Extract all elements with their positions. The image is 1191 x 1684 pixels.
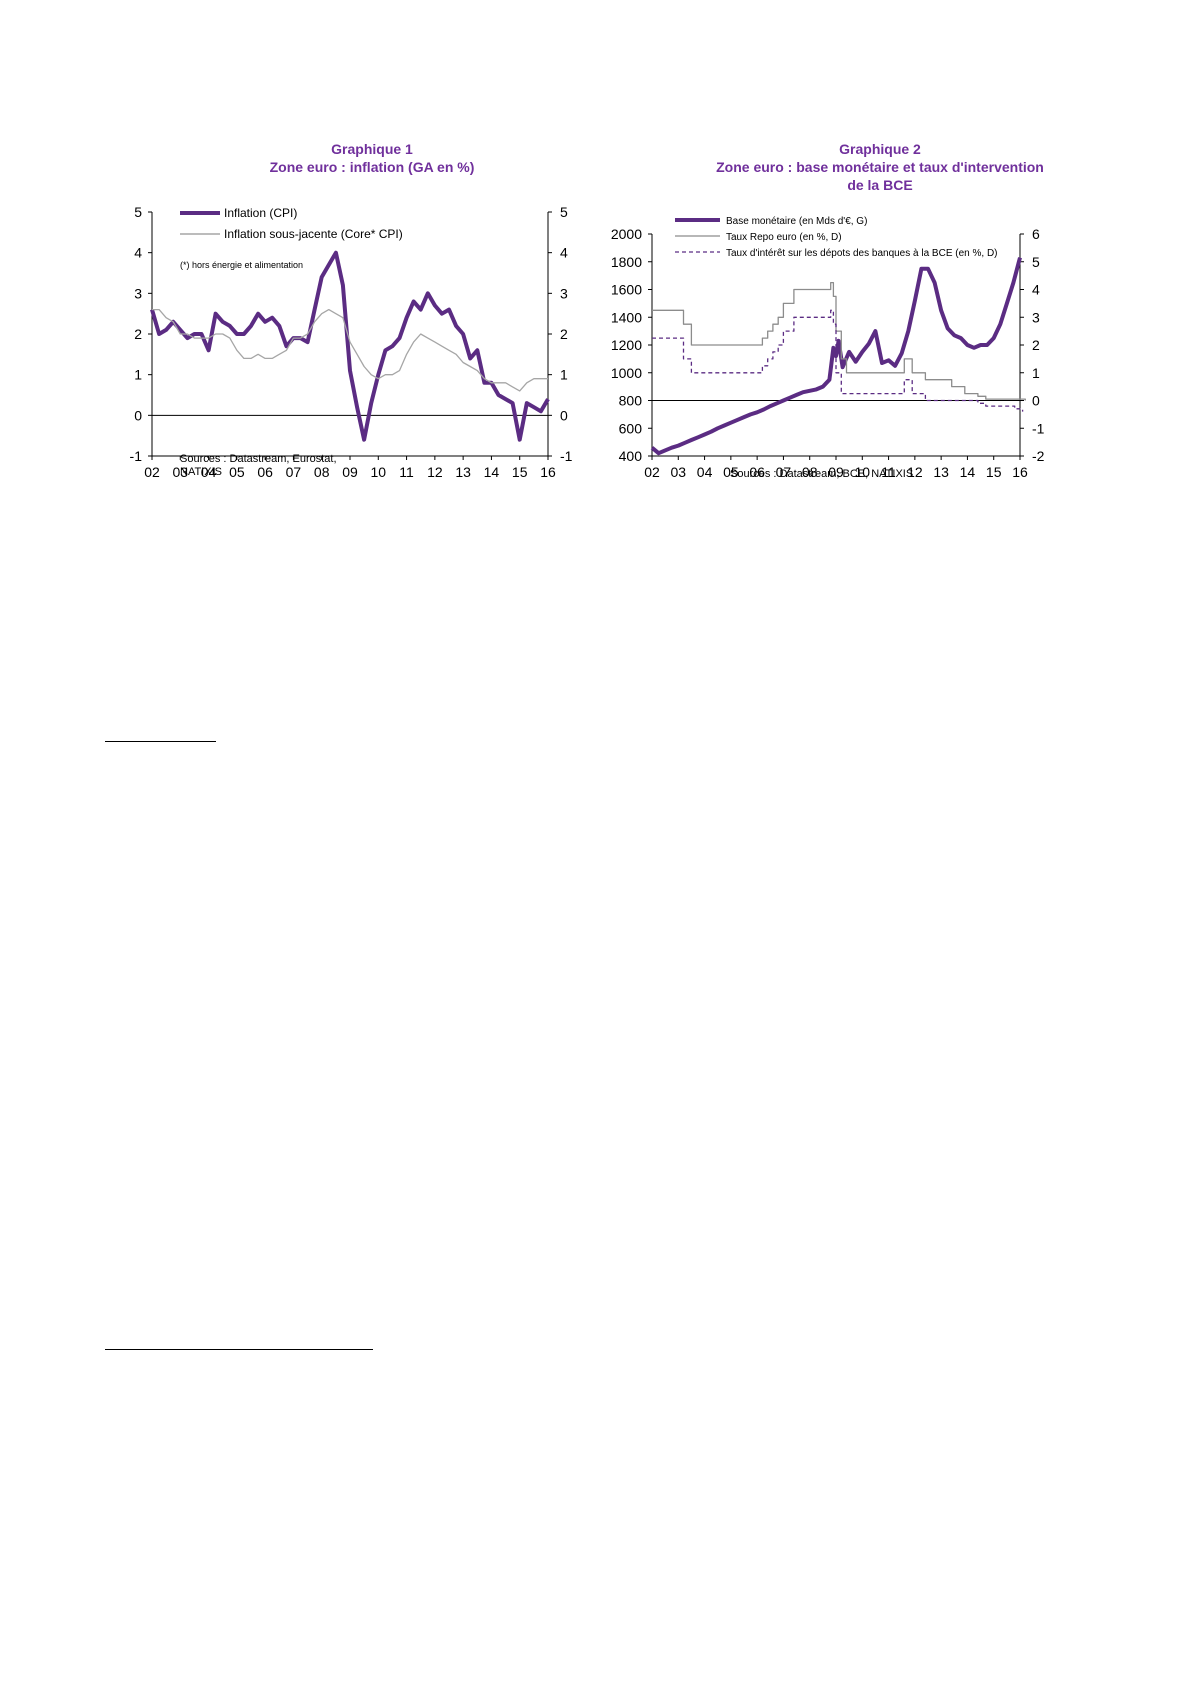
y-tick-label-right: 0 bbox=[1032, 393, 1040, 409]
x-tick-label: 02 bbox=[144, 464, 160, 480]
x-tick-label: 16 bbox=[540, 464, 556, 480]
x-tick-label: 08 bbox=[802, 464, 818, 480]
x-tick-label: 11 bbox=[399, 464, 414, 480]
x-tick-label: 13 bbox=[933, 464, 949, 480]
y-tick-label-right: -1 bbox=[560, 448, 573, 464]
y-tick-label-left: 600 bbox=[619, 420, 643, 436]
chart2-subtitle-2: de la BCE bbox=[847, 177, 912, 193]
y-tick-label-left: 1000 bbox=[611, 365, 642, 381]
y-tick-label-right: 1 bbox=[560, 367, 568, 383]
x-tick-label: 15 bbox=[512, 464, 528, 480]
x-tick-label: 04 bbox=[697, 464, 713, 480]
y-tick-label-left: 1600 bbox=[611, 282, 642, 298]
x-tick-label: 03 bbox=[670, 464, 686, 480]
chart2-title: Graphique 2 bbox=[839, 141, 921, 157]
y-tick-label-left: 3 bbox=[134, 285, 142, 301]
chart-inflation: Graphique 1 Zone euro : inflation (GA en… bbox=[130, 141, 573, 480]
x-tick-label: 02 bbox=[644, 464, 660, 480]
series-line-2 bbox=[652, 309, 1024, 412]
y-tick-label-right: 6 bbox=[1032, 226, 1040, 242]
x-tick-label: 10 bbox=[854, 464, 870, 480]
x-tick-label: 03 bbox=[172, 464, 188, 480]
y-tick-label-right: 0 bbox=[560, 407, 568, 423]
series-line-0 bbox=[650, 257, 1022, 456]
chart2-source-line-1: Sources : Datastream, BCE, NATIXIS bbox=[730, 468, 913, 480]
y-tick-label-right: 1 bbox=[1032, 365, 1040, 381]
x-tick-label: 07 bbox=[286, 464, 302, 480]
x-tick-label: 15 bbox=[986, 464, 1002, 480]
series-line-1 bbox=[652, 281, 1026, 401]
chart2-subtitle: Zone euro : base monétaire et taux d'int… bbox=[716, 159, 1044, 175]
chart1-series bbox=[150, 250, 550, 442]
chart1-legend-label-core: Inflation sous-jacente (Core* CPI) bbox=[224, 227, 403, 241]
y-tick-label-left: -1 bbox=[130, 448, 143, 464]
series-line-0 bbox=[150, 250, 550, 442]
x-tick-label: 05 bbox=[229, 464, 245, 480]
x-tick-label: 12 bbox=[907, 464, 923, 480]
chart2-axes: 400600800100012001400160018002000-2-1012… bbox=[611, 226, 1045, 480]
y-tick-label-right: 3 bbox=[1032, 309, 1040, 325]
x-tick-label: 08 bbox=[314, 464, 330, 480]
chart1-legend: Inflation (CPI) Inflation sous-jacente (… bbox=[180, 206, 403, 241]
y-tick-label-left: 1 bbox=[134, 367, 142, 383]
y-tick-label-left: 800 bbox=[619, 393, 643, 409]
y-tick-label-right: 2 bbox=[560, 326, 568, 342]
x-tick-label: 14 bbox=[484, 464, 500, 480]
chart1-title: Graphique 1 bbox=[331, 141, 413, 157]
chart1-legend-label-cpi: Inflation (CPI) bbox=[224, 206, 297, 220]
x-tick-label: 16 bbox=[1012, 464, 1028, 480]
x-tick-label: 09 bbox=[828, 464, 844, 480]
y-tick-label-left: 1800 bbox=[611, 254, 642, 270]
y-tick-label-left: 400 bbox=[619, 448, 643, 464]
x-tick-label: 11 bbox=[881, 464, 896, 480]
x-tick-label: 06 bbox=[257, 464, 273, 480]
y-tick-label-left: 2 bbox=[134, 326, 142, 342]
y-tick-label-right: 5 bbox=[1032, 254, 1040, 270]
x-tick-label: 12 bbox=[427, 464, 443, 480]
chart2-series bbox=[650, 257, 1026, 456]
chart2-legend: Base monétaire (en Mds d'€, G) Taux Repo… bbox=[675, 216, 998, 259]
y-tick-label-left: 2000 bbox=[611, 226, 642, 242]
y-tick-label-left: 4 bbox=[134, 245, 142, 261]
y-tick-label-left: 1200 bbox=[611, 337, 642, 353]
chart2-legend-label-base: Base monétaire (en Mds d'€, G) bbox=[726, 216, 867, 227]
y-tick-label-right: 2 bbox=[1032, 337, 1040, 353]
x-tick-label: 06 bbox=[749, 464, 765, 480]
y-tick-label-right: 4 bbox=[1032, 282, 1040, 298]
y-tick-label-left: 1400 bbox=[611, 309, 642, 325]
x-tick-label: 07 bbox=[776, 464, 792, 480]
chart-base-monetaire: Graphique 2 Zone euro : base monétaire e… bbox=[611, 141, 1045, 480]
y-tick-label-right: 3 bbox=[560, 285, 568, 301]
chart2-legend-label-depot: Taux d'intérêt sur les dépots des banque… bbox=[726, 248, 998, 259]
y-tick-label-right: -1 bbox=[1032, 420, 1045, 436]
series-line-1 bbox=[152, 308, 548, 392]
x-tick-label: 10 bbox=[370, 464, 386, 480]
y-tick-label-right: -2 bbox=[1032, 448, 1045, 464]
chart1-subtitle: Zone euro : inflation (GA en %) bbox=[270, 159, 475, 175]
x-tick-label: 05 bbox=[723, 464, 739, 480]
section-heading-underline bbox=[105, 741, 216, 742]
chart1-source-line-2: NATIXIS bbox=[180, 466, 222, 478]
x-tick-label: 09 bbox=[342, 464, 358, 480]
x-tick-label: 13 bbox=[455, 464, 471, 480]
y-tick-label-right: 5 bbox=[560, 204, 568, 220]
y-tick-label-left: 5 bbox=[134, 204, 142, 220]
footnote-separator bbox=[105, 1349, 373, 1350]
chart1-source-line-1: Sources : Datastream, Eurostat, bbox=[180, 453, 337, 465]
x-tick-label: 04 bbox=[201, 464, 217, 480]
chart1-note: (*) hors énergie et alimentation bbox=[180, 260, 303, 270]
y-tick-label-left: 0 bbox=[134, 407, 142, 423]
y-tick-label-right: 4 bbox=[560, 245, 568, 261]
x-tick-label: 14 bbox=[960, 464, 976, 480]
chart2-legend-label-repo: Taux Repo euro (en %, D) bbox=[726, 232, 842, 243]
